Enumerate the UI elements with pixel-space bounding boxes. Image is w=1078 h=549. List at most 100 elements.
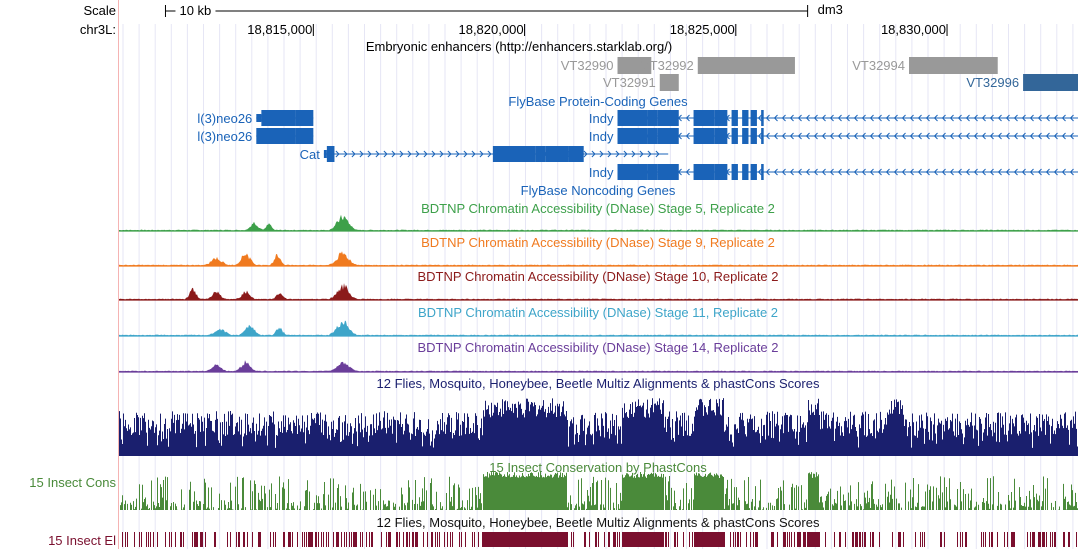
- conserved-element: [509, 532, 510, 547]
- conserved-element: [633, 532, 634, 547]
- conserved-element: [692, 532, 693, 547]
- strand-arrow: [877, 132, 882, 140]
- conserved-element: [644, 532, 645, 547]
- strand-arrow: [813, 168, 818, 176]
- strand-arrow: [375, 150, 380, 158]
- strand-arrow: [845, 114, 850, 122]
- enhancer-block: [617, 57, 652, 74]
- gene-exon: [750, 110, 757, 126]
- conserved-element: [791, 532, 792, 547]
- conserved-element: [724, 532, 725, 547]
- conserved-element: [815, 532, 816, 547]
- conserved-element: [1027, 532, 1028, 547]
- conserved-element: [1034, 532, 1035, 547]
- conserved-element: [755, 532, 756, 547]
- conserved-element: [628, 532, 629, 547]
- gene-label: Indy: [589, 165, 614, 180]
- strand-arrow: [1061, 132, 1066, 140]
- strand-arrow: [1021, 114, 1026, 122]
- strand-arrow: [1061, 114, 1066, 122]
- conserved-element: [316, 532, 317, 547]
- conserved-element: [864, 532, 865, 547]
- conserved-element: [737, 532, 738, 547]
- gene-exon: [693, 164, 715, 180]
- conserved-element: [553, 532, 554, 547]
- strand-arrow: [757, 114, 762, 122]
- conserved-element: [150, 532, 151, 547]
- conserved-element: [351, 532, 352, 547]
- gene-exon: [742, 164, 749, 180]
- gene-exon: [323, 150, 327, 158]
- multiz-track: [119, 398, 1078, 456]
- conserved-element: [283, 532, 284, 547]
- strand-arrow: [917, 168, 922, 176]
- gene-exon: [731, 110, 738, 126]
- conserved-element: [535, 532, 536, 547]
- conserved-element: [632, 532, 633, 547]
- conserved-element: [694, 532, 695, 547]
- conserved-element: [197, 532, 198, 547]
- gene-exon: [742, 128, 749, 144]
- conserved-element: [399, 532, 400, 547]
- strand-arrow: [965, 132, 970, 140]
- gene-exon: [492, 146, 536, 162]
- conserved-element: [647, 532, 648, 547]
- strand-arrow: [1045, 114, 1050, 122]
- conserved-element: [623, 532, 624, 547]
- phastcons-track-label[interactable]: 15 Insect Cons: [29, 475, 116, 490]
- conserved-element: [519, 532, 520, 547]
- conserved-element: [631, 532, 632, 547]
- conserved-element: [270, 532, 271, 547]
- strand-arrow: [335, 150, 340, 158]
- conserved-element: [668, 532, 669, 547]
- strand-arrow: [997, 168, 1002, 176]
- conserved-element: [1076, 532, 1077, 547]
- conserved-element: [431, 532, 432, 547]
- conserved-element: [236, 532, 237, 547]
- strand-arrow: [1005, 132, 1010, 140]
- strand-arrow: [901, 114, 906, 122]
- conserved-element: [435, 532, 436, 547]
- phastcons-track-title: 15 Insect Conservation by PhastCons: [489, 460, 707, 475]
- conserved-element: [494, 532, 495, 547]
- track-area[interactable]: 10 kb dm3 18,815,000 18,820,000 18,825,000 18…: [119, 0, 1078, 549]
- conserved-element: [554, 532, 555, 547]
- conserved-element: [289, 532, 290, 547]
- conserved-element: [302, 532, 303, 547]
- conserved-element: [1055, 532, 1056, 547]
- conserved-element: [215, 532, 216, 547]
- strand-arrow: [973, 132, 978, 140]
- conserved-element: [559, 532, 560, 547]
- strand-arrow: [861, 114, 866, 122]
- strand-arrow: [789, 114, 794, 122]
- conserved-element: [771, 532, 772, 547]
- multiz-track-title: 12 Flies, Mosquito, Honeybee, Beetle Mul…: [376, 376, 820, 391]
- conserved-element: [504, 532, 505, 547]
- conserved-element: [512, 532, 513, 547]
- conserved-element: [541, 532, 542, 547]
- strand-arrow: [997, 114, 1002, 122]
- strand-arrow: [837, 114, 842, 122]
- strand-arrow: [941, 132, 946, 140]
- gene-exon: [568, 146, 584, 162]
- conserved-element: [355, 532, 356, 547]
- conserved-element: [675, 532, 676, 547]
- strand-arrow: [765, 168, 770, 176]
- conserved-element: [517, 532, 518, 547]
- elements-track-label[interactable]: 15 Insect El: [48, 533, 116, 548]
- gene-label: l(3)neo26: [197, 111, 252, 126]
- strand-arrow: [391, 150, 396, 158]
- strand-arrow: [757, 168, 762, 176]
- dnase-signal: [119, 360, 1078, 372]
- conserved-element: [740, 532, 741, 547]
- conserved-element: [538, 532, 539, 547]
- conserved-element: [626, 532, 627, 547]
- conserved-element: [718, 532, 719, 547]
- strand-arrow: [821, 132, 826, 140]
- conserved-element: [415, 532, 416, 547]
- strand-arrow: [933, 168, 938, 176]
- conserved-element: [789, 532, 790, 547]
- conserved-element: [733, 532, 734, 547]
- conserved-element: [183, 532, 184, 547]
